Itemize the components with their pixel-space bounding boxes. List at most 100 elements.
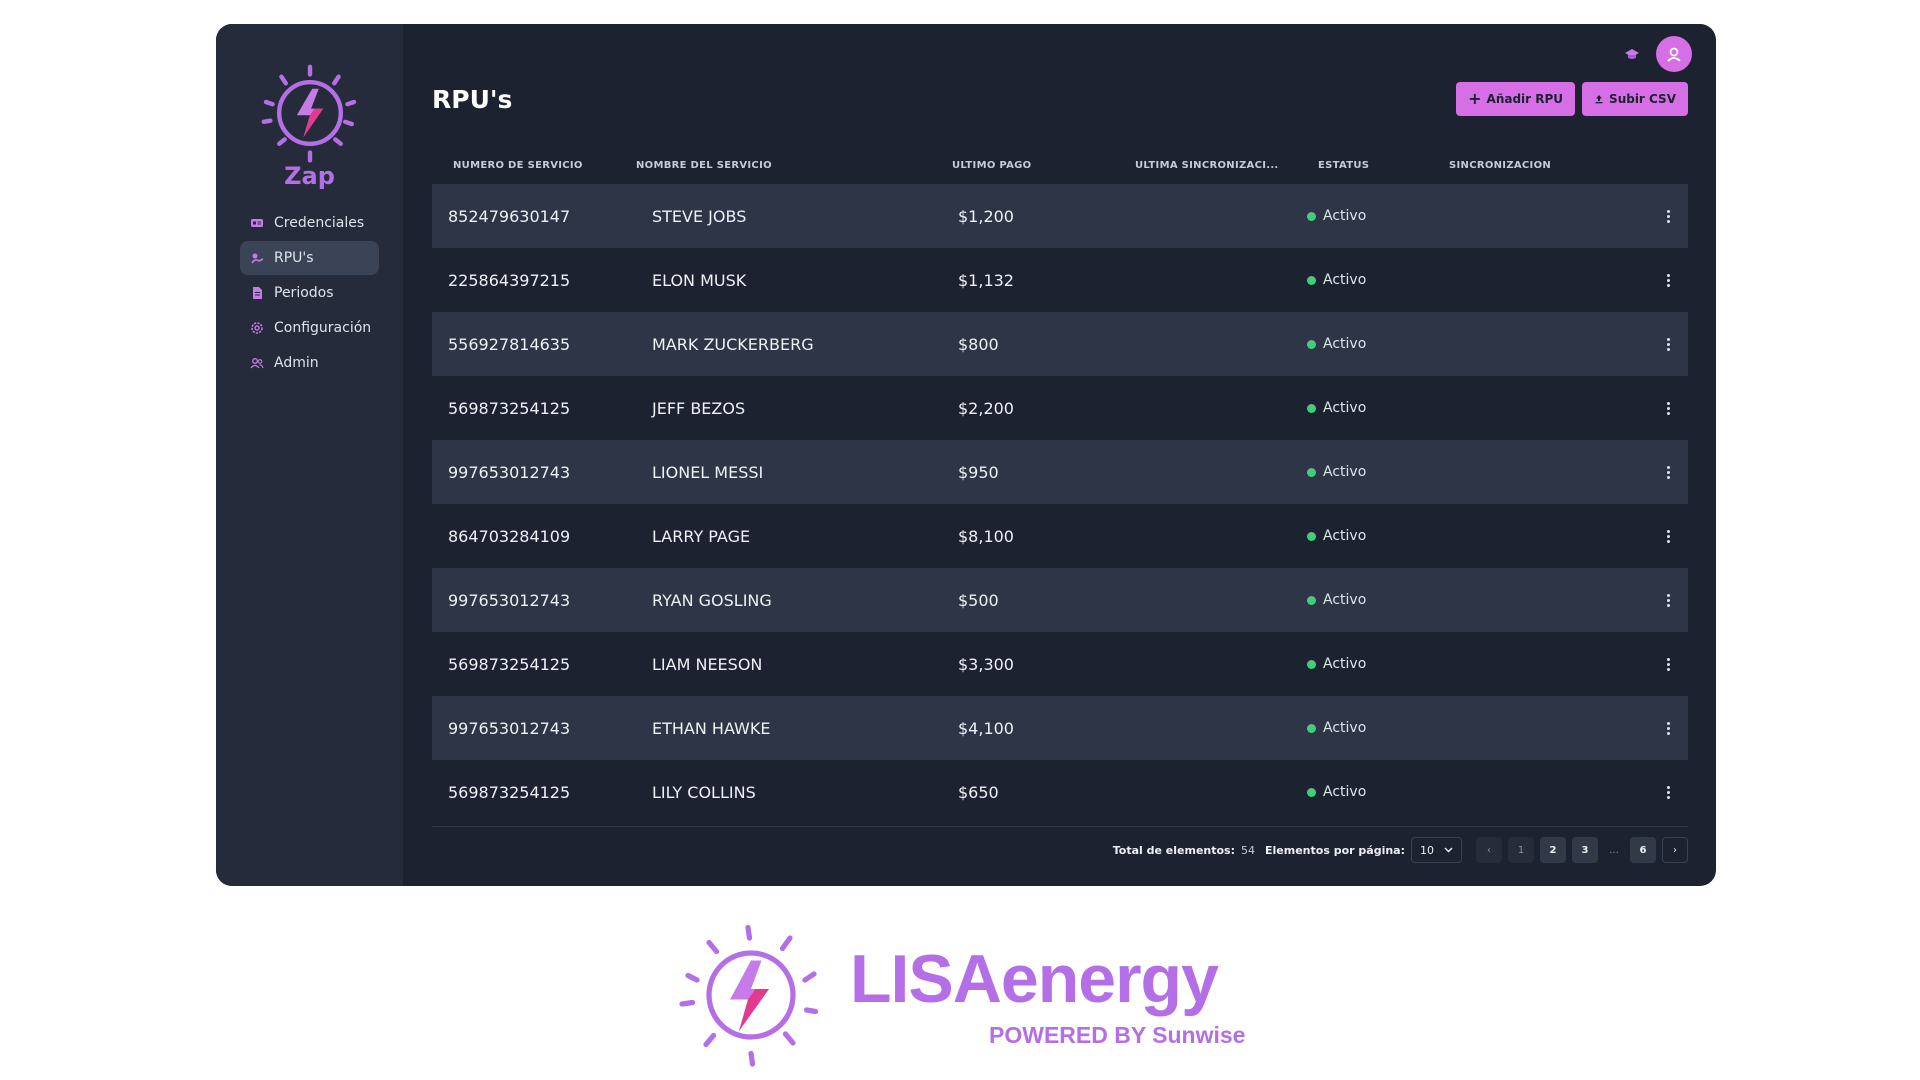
upload-csv-label: Subir CSV [1609, 92, 1676, 106]
row-menu-button[interactable] [1648, 657, 1688, 671]
kebab-menu-icon [1666, 401, 1670, 415]
status-badge: Activo [1307, 784, 1507, 800]
status-dot-icon [1307, 339, 1316, 349]
table-row[interactable]: 569873254125 LILY COLLINS $650 Activo [432, 760, 1688, 824]
per-page-label: Elementos por página: [1265, 843, 1405, 857]
table-row[interactable]: 569873254125 LIAM NEESON $3,300 Activo [432, 632, 1688, 696]
service-number: 569873254125 [448, 398, 571, 418]
row-menu-button[interactable] [1648, 785, 1688, 799]
page-button-1[interactable]: 1 [1508, 837, 1534, 863]
per-page-select[interactable]: 10 [1411, 837, 1462, 863]
last-payment: $950 [958, 462, 999, 482]
header-actions: + Añadir RPU Subir CSV [1456, 82, 1688, 116]
kebab-menu-icon [1666, 593, 1670, 607]
row-menu-button[interactable] [1648, 337, 1688, 351]
sidebar-item-credenciales[interactable]: Credenciales [240, 206, 379, 240]
table-header: NÚMERO DE SERVICIO NOMBRE DEL SERVICIO Ú… [432, 146, 1688, 184]
credentials-icon [251, 219, 263, 227]
status-label: Activo [1323, 656, 1367, 672]
service-name: LIONEL MESSI [652, 462, 764, 482]
last-payment: $2,200 [958, 398, 1014, 418]
table-row[interactable]: 569873254125 JEFF BEZOS $2,200 Activo [432, 376, 1688, 440]
service-number: 556927814635 [448, 334, 571, 354]
page-ellipsis: ... [1609, 844, 1619, 856]
service-name: MARK ZUCKERBERG [652, 334, 814, 354]
sidebar-item-rpus[interactable]: RPU's [240, 241, 379, 275]
service-name: RYAN GOSLING [652, 590, 772, 610]
column-header[interactable]: SINCRONIZACIÓN [1449, 159, 1552, 171]
table-divider [432, 826, 1688, 827]
chevron-down-icon [1444, 847, 1453, 853]
prev-page-button[interactable]: ‹ [1476, 837, 1502, 863]
row-menu-button[interactable] [1648, 593, 1688, 607]
sidebar-item-configuracion[interactable]: Configuración [240, 311, 379, 345]
status-dot-icon [1307, 787, 1316, 797]
status-badge: Activo [1307, 528, 1507, 544]
kebab-menu-icon [1666, 721, 1670, 735]
row-menu-button[interactable] [1648, 465, 1688, 479]
user-icon [1667, 47, 1681, 62]
table-row[interactable]: 852479630147 STEVE JOBS $1,200 Activo [432, 184, 1688, 248]
status-label: Activo [1323, 464, 1367, 480]
status-dot-icon [1307, 595, 1316, 605]
column-header[interactable]: ÚLTIMO PAGO [952, 159, 1032, 171]
table-row[interactable]: 997653012743 RYAN GOSLING $500 Activo [432, 568, 1688, 632]
table-row[interactable]: 997653012743 LIONEL MESSI $950 Activo [432, 440, 1688, 504]
plus-icon: + [1468, 89, 1482, 108]
sidebar-item-admin[interactable]: Admin [240, 346, 379, 380]
service-name: LILY COLLINS [652, 782, 756, 802]
page-button-2[interactable]: 2 [1540, 837, 1566, 863]
avatar[interactable] [1656, 36, 1692, 72]
table-row[interactable]: 997653012743 ETHAN HAWKE $4,100 Activo [432, 696, 1688, 760]
service-number: 997653012743 [448, 718, 571, 738]
top-bar [1624, 36, 1692, 72]
sidebar-item-label: Periodos [274, 285, 334, 301]
service-number: 997653012743 [448, 590, 571, 610]
status-label: Activo [1323, 784, 1367, 800]
kebab-menu-icon [1666, 657, 1670, 671]
sidebar-item-label: Credenciales [274, 215, 365, 231]
add-rpu-button[interactable]: + Añadir RPU [1456, 82, 1576, 116]
status-label: Activo [1323, 400, 1367, 416]
status-badge: Activo [1307, 336, 1507, 352]
next-page-button[interactable]: › [1662, 837, 1688, 863]
column-header[interactable]: ÚLTIMA SINCRONIZACI... [1135, 159, 1279, 171]
row-menu-button[interactable] [1648, 529, 1688, 543]
app-window: Zap Credenciales RPU's Periodos Configur… [216, 24, 1716, 886]
page-header: RPU's + Añadir RPU Subir CSV [432, 82, 1688, 116]
status-badge: Activo [1307, 208, 1507, 224]
row-menu-button[interactable] [1648, 209, 1688, 223]
service-number: 864703284109 [448, 526, 571, 546]
per-page-value: 10 [1420, 843, 1434, 857]
table-row[interactable]: 225864397215 ELON MUSK $1,132 Activo [432, 248, 1688, 312]
upload-csv-button[interactable]: Subir CSV [1582, 82, 1688, 116]
page-button-6[interactable]: 6 [1630, 837, 1656, 863]
table-row[interactable]: 556927814635 MARK ZUCKERBERG $800 Activo [432, 312, 1688, 376]
sidebar-item-label: Admin [274, 355, 319, 371]
column-header[interactable]: ESTATUS [1318, 159, 1370, 171]
row-menu-button[interactable] [1648, 401, 1688, 415]
status-label: Activo [1323, 208, 1367, 224]
kebab-menu-icon [1666, 785, 1670, 799]
kebab-menu-icon [1666, 209, 1670, 223]
status-dot-icon [1307, 403, 1316, 413]
service-number: 852479630147 [448, 206, 571, 226]
app-name: Zap [284, 162, 335, 190]
upload-icon [1595, 95, 1603, 104]
status-label: Activo [1323, 720, 1367, 736]
graduation-cap-icon[interactable] [1624, 47, 1640, 61]
table-row[interactable]: 864703284109 LARRY PAGE $8,100 Activo [432, 504, 1688, 568]
status-badge: Activo [1307, 656, 1507, 672]
users-icon [250, 358, 264, 369]
column-header[interactable]: NÚMERO DE SERVICIO [453, 159, 583, 171]
sidebar-item-periodos[interactable]: Periodos [240, 276, 379, 310]
total-value: 54 [1241, 843, 1256, 857]
app-logo[interactable]: Zap [216, 58, 403, 190]
row-menu-button[interactable] [1648, 273, 1688, 287]
row-menu-button[interactable] [1648, 721, 1688, 735]
status-dot-icon [1307, 275, 1316, 285]
page-button-3[interactable]: 3 [1572, 837, 1598, 863]
last-payment: $3,300 [958, 654, 1014, 674]
page-title: RPU's [432, 84, 513, 114]
column-header[interactable]: NOMBRE DEL SERVICIO [636, 159, 772, 171]
